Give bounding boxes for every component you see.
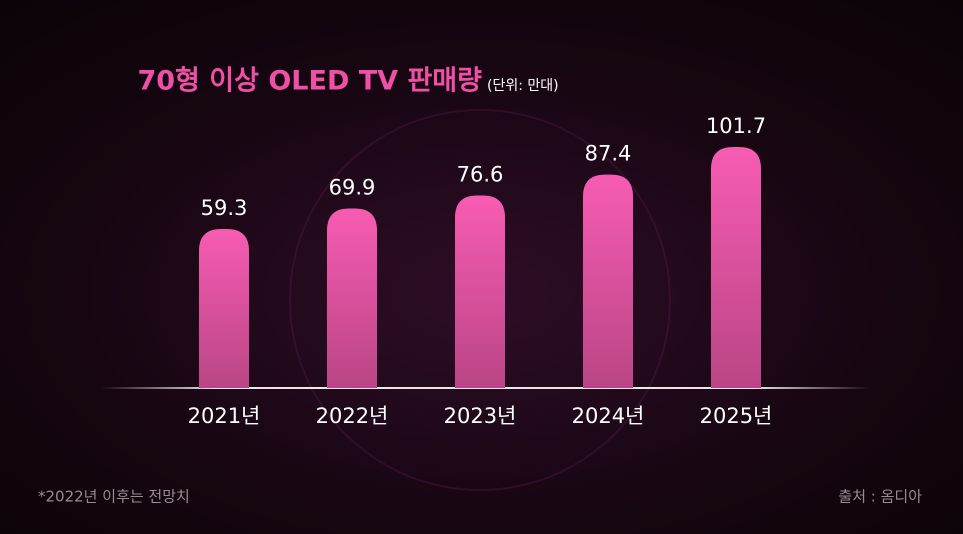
x-tick-label: 2022년 — [316, 404, 389, 428]
source: 출처 : 옴디아 — [838, 488, 922, 506]
x-tick-label: 2021년 — [188, 404, 261, 428]
value-label: 87.4 — [585, 142, 632, 166]
value-label: 101.7 — [706, 114, 766, 138]
x-tick-label: 2023년 — [444, 404, 517, 428]
bar-shade — [455, 195, 505, 388]
chart-subtitle: (단위: 만대) — [487, 78, 559, 94]
footnote: *2022년 이후는 전망치 — [38, 488, 190, 506]
value-label: 69.9 — [329, 175, 376, 199]
x-tick-label: 2024년 — [572, 404, 645, 428]
bar-shade — [199, 228, 249, 388]
bar-shade — [327, 208, 377, 388]
background-ring — [289, 109, 671, 491]
value-label: 76.6 — [457, 163, 504, 187]
bar-shade — [711, 147, 761, 388]
bar-shade — [583, 174, 633, 388]
value-label: 59.3 — [201, 196, 248, 220]
chart-title: 70형 이상 OLED TV 판매량 — [137, 66, 482, 97]
x-tick-label: 2025년 — [700, 404, 773, 428]
